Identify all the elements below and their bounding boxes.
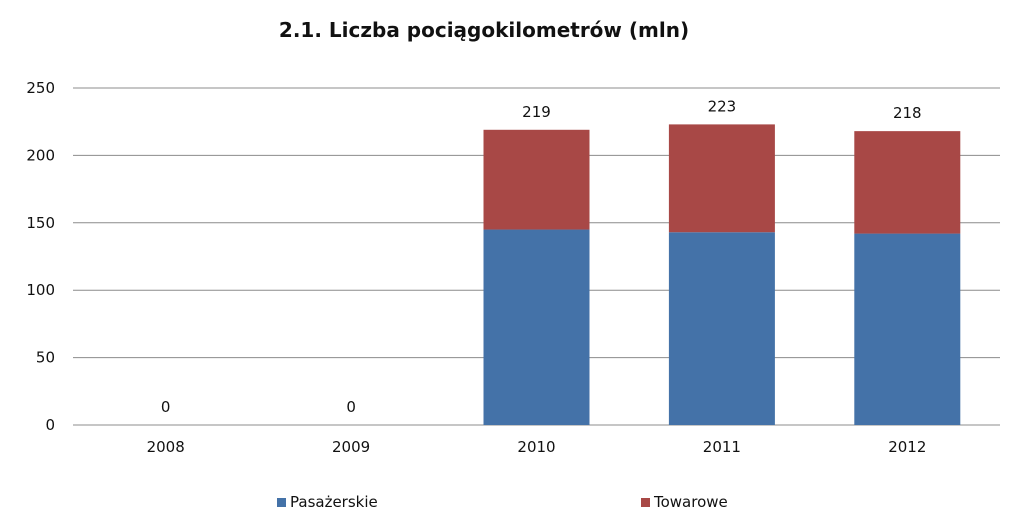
x-tick-label-2009: 2009: [332, 438, 370, 456]
y-tick-label: 150: [26, 214, 55, 232]
bar-pasazerskie-2011: [668, 232, 775, 425]
legend-item-pasazerskie: Pasażerskie: [277, 493, 378, 511]
legend-swatch-pasazerskie: [277, 497, 286, 507]
bar-pasazerskie-2010: [483, 229, 590, 425]
bar-pasazerskie-2012: [854, 233, 961, 425]
legend-label-pasazerskie: Pasażerskie: [290, 493, 378, 511]
chart-title: 2.1. Liczba pociągokilometrów (mln): [278, 18, 690, 42]
x-tick-label-2008: 2008: [147, 438, 185, 456]
legend-label-towarowe: Towarowe: [654, 493, 728, 511]
bar-towarowe-2010: [483, 129, 590, 230]
data-label-total-2011: 223: [708, 97, 737, 115]
x-axis-ticks: 2008 2009 2010 2011 2012: [147, 438, 927, 456]
data-label-total-2012: 218: [893, 104, 922, 122]
y-tick-label: 250: [26, 79, 55, 97]
y-tick-label: 50: [36, 349, 55, 367]
x-tick-label-2011: 2011: [703, 438, 741, 456]
y-tick-label: 0: [45, 416, 55, 434]
data-label-total-2008: 0: [161, 398, 171, 416]
data-labels: 0 0 219 223 218: [161, 97, 922, 416]
bar-towarowe-2011: [668, 124, 775, 233]
bar-towarowe-2012: [854, 131, 961, 234]
data-label-total-2009: 0: [346, 398, 356, 416]
bars: [483, 124, 961, 425]
x-tick-label-2010: 2010: [517, 438, 555, 456]
legend-item-towarowe: Towarowe: [641, 493, 728, 511]
x-tick-label-2012: 2012: [888, 438, 926, 456]
legend-swatch-towarowe: [641, 497, 650, 507]
y-axis-ticks: 0 50 100 150 200 250: [26, 79, 55, 434]
y-tick-label: 200: [26, 146, 55, 164]
data-label-total-2010: 219: [522, 103, 551, 121]
y-tick-label: 100: [26, 281, 55, 299]
